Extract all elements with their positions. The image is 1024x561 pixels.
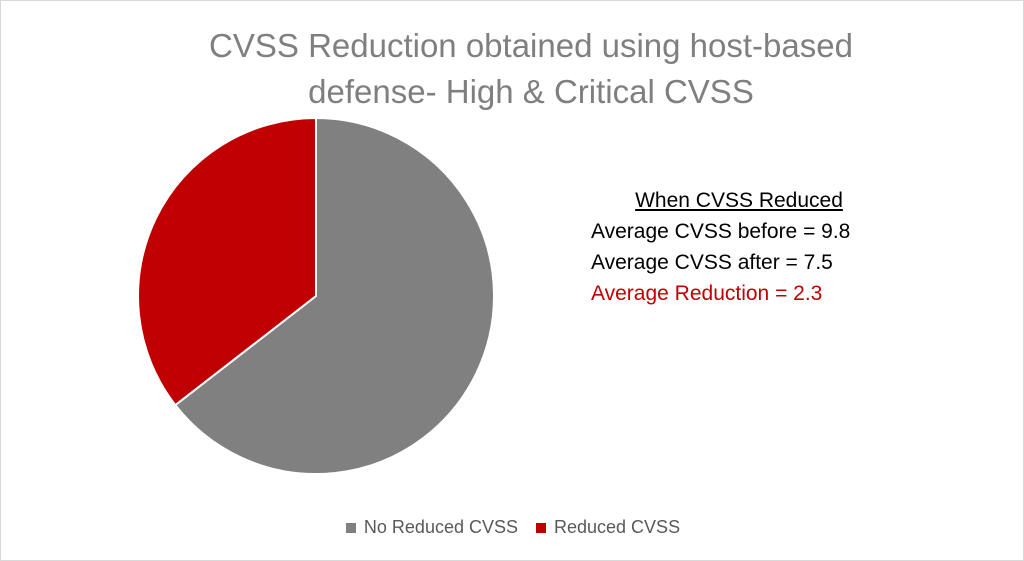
chart-title-line-1: CVSS Reduction obtained using host-based xyxy=(209,27,853,64)
annotation-after: Average CVSS after = 7.5 xyxy=(591,251,833,274)
legend-item-reduced: Reduced CVSS xyxy=(536,517,680,538)
annotation-before: Average CVSS before = 9.8 xyxy=(591,220,851,243)
legend-swatch-no-reduced xyxy=(345,522,356,533)
pie-slice-no-reduced-cvss xyxy=(173,116,495,475)
chart-title-line-2: defense- High & Critical CVSS xyxy=(308,73,754,110)
legend: No Reduced CVSS Reduced CVSS xyxy=(1,517,1024,538)
annotation-heading: When CVSS Reduced xyxy=(635,189,843,212)
chart-title: CVSS Reduction obtained using host-based… xyxy=(141,23,921,115)
legend-item-no-reduced: No Reduced CVSS xyxy=(345,517,518,538)
legend-swatch-reduced xyxy=(536,522,546,533)
legend-label-no-reduced: No Reduced CVSS xyxy=(363,517,518,537)
annotation-box: When CVSS Reduced Average CVSS before = … xyxy=(591,185,901,309)
pie-slice-reduced-cvss xyxy=(137,116,317,407)
pie-chart xyxy=(137,116,495,475)
annotation-reduction: Average Reduction = 2.3 xyxy=(591,282,823,305)
legend-label-reduced: Reduced CVSS xyxy=(554,517,681,537)
